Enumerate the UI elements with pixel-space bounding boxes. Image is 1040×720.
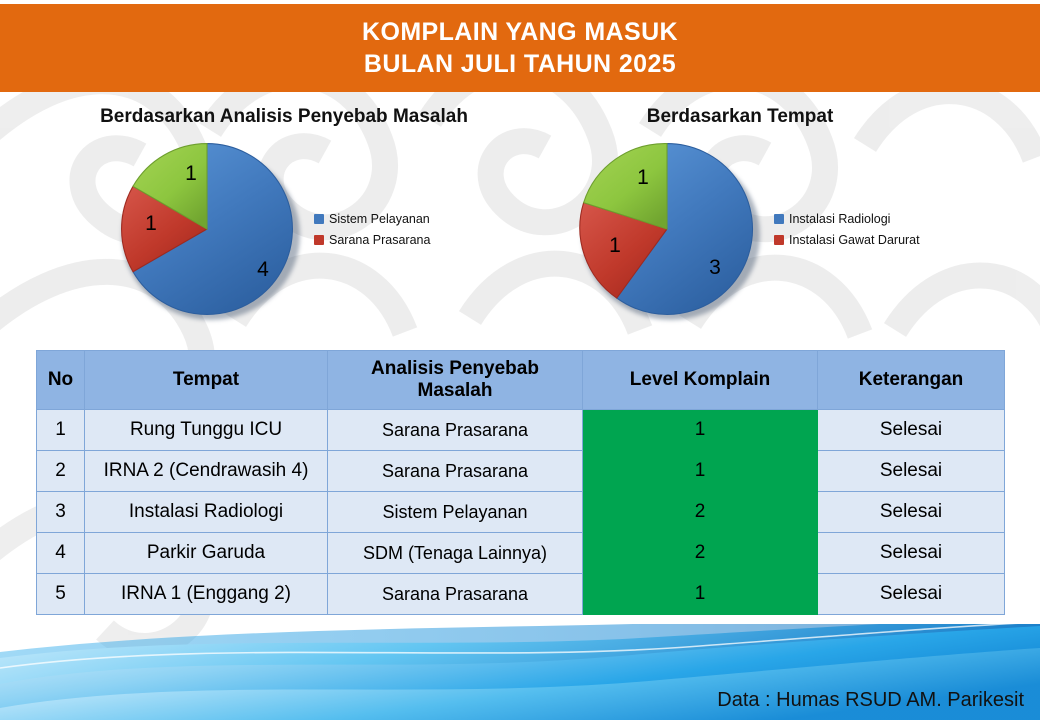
legend-label: Sistem Pelayanan xyxy=(329,211,430,226)
legend-swatch-red-icon xyxy=(774,234,784,245)
table-row: 3 Instalasi Radiologi Sistem Pelayanan 2… xyxy=(36,491,1005,533)
legend-swatch-red-icon xyxy=(314,234,324,245)
cell-keterangan: Selesai xyxy=(817,532,1005,574)
pie-label-blue: 4 xyxy=(257,258,269,281)
cell-analisis: SDM (Tenaga Lainnya) xyxy=(327,532,583,574)
pie-graphic-analisis: 4 1 1 xyxy=(118,140,300,320)
cell-level: 1 xyxy=(582,450,818,492)
cell-no: 1 xyxy=(36,409,85,451)
pie-label-red: 1 xyxy=(609,234,621,257)
footer-credit: Data : Humas RSUD AM. Parikesit xyxy=(717,689,1024,711)
cell-keterangan: Selesai xyxy=(817,573,1005,615)
header-banner: KOMPLAIN YANG MASUK BULAN JULI TAHUN 202… xyxy=(0,4,1040,92)
chart-title-analisis: Berdasarkan Analisis Penyebab Masalah xyxy=(100,106,468,127)
header-title-line-2: BULAN JULI TAHUN 2025 xyxy=(363,50,677,78)
pie-label-green: 1 xyxy=(637,166,649,189)
legend-item-instalasi-gawat-darurat: Instalasi Gawat Darurat xyxy=(774,233,920,247)
cell-no: 5 xyxy=(36,573,85,615)
cell-no: 2 xyxy=(36,450,85,492)
header-title-line-1: KOMPLAIN YANG MASUK xyxy=(362,18,678,46)
table-header-level: Level Komplain xyxy=(582,350,818,410)
cell-no: 4 xyxy=(36,532,85,574)
pie-label-green: 1 xyxy=(185,162,197,185)
table-header-analisis: Analisis Penyebab Masalah xyxy=(327,350,583,410)
pie-graphic-tempat: 3 1 1 xyxy=(578,140,760,320)
cell-tempat: IRNA 2 (Cendrawasih 4) xyxy=(84,450,328,492)
cell-analisis: Sarana Prasarana xyxy=(327,450,583,492)
pie-label-red: 1 xyxy=(145,212,157,235)
cell-tempat: Parkir Garuda xyxy=(84,532,328,574)
cell-level: 2 xyxy=(582,491,818,533)
table-row: 4 Parkir Garuda SDM (Tenaga Lainnya) 2 S… xyxy=(36,532,1005,574)
cell-keterangan: Selesai xyxy=(817,491,1005,533)
pie-label-blue: 3 xyxy=(709,256,721,279)
cell-tempat: Instalasi Radiologi xyxy=(84,491,328,533)
table-row: 5 IRNA 1 (Enggang 2) Sarana Prasarana 1 … xyxy=(36,573,1005,615)
cell-analisis: Sarana Prasarana xyxy=(327,409,583,451)
cell-keterangan: Selesai xyxy=(817,409,1005,451)
table-header-no: No xyxy=(36,350,85,410)
legend-item-sarana-prasarana: Sarana Prasarana xyxy=(314,233,430,247)
cell-tempat: IRNA 1 (Enggang 2) xyxy=(84,573,328,615)
legend-label: Instalasi Radiologi xyxy=(789,211,891,226)
table-row: 2 IRNA 2 (Cendrawasih 4) Sarana Prasaran… xyxy=(36,450,1005,492)
cell-keterangan: Selesai xyxy=(817,450,1005,492)
legend-item-instalasi-radiologi: Instalasi Radiologi xyxy=(774,212,920,226)
cell-level: 1 xyxy=(582,409,818,451)
legend-item-sistem-pelayanan: Sistem Pelayanan xyxy=(314,212,430,226)
pie-chart-analisis-penyebab-masalah: Berdasarkan Analisis Penyebab Masalah xyxy=(20,106,510,346)
legend-tempat: Instalasi Radiologi Instalasi Gawat Daru… xyxy=(774,212,920,247)
cell-tempat: Rung Tunggu ICU xyxy=(84,409,328,451)
legend-analisis: Sistem Pelayanan Sarana Prasarana xyxy=(314,212,430,247)
legend-label: Sarana Prasarana xyxy=(329,232,431,247)
chart-title-tempat: Berdasarkan Tempat xyxy=(646,106,834,127)
cell-level: 1 xyxy=(582,573,818,615)
table-header-tempat: Tempat xyxy=(84,350,328,410)
table-row: 1 Rung Tunggu ICU Sarana Prasarana 1 Sel… xyxy=(36,409,1005,451)
cell-level: 2 xyxy=(582,532,818,574)
cell-analisis: Sistem Pelayanan xyxy=(327,491,583,533)
legend-swatch-blue-icon xyxy=(314,213,324,224)
cell-analisis: Sarana Prasarana xyxy=(327,573,583,615)
cell-no: 3 xyxy=(36,491,85,533)
complaint-table: No Tempat Analisis Penyebab Masalah Leve… xyxy=(36,350,1005,615)
table-header-keterangan: Keterangan xyxy=(817,350,1005,410)
pie-chart-tempat: Berdasarkan Tempat xyxy=(540,106,1030,346)
legend-swatch-blue-icon xyxy=(774,213,784,224)
table-header-row: No Tempat Analisis Penyebab Masalah Leve… xyxy=(36,350,1005,410)
legend-label: Instalasi Gawat Darurat xyxy=(789,232,920,247)
